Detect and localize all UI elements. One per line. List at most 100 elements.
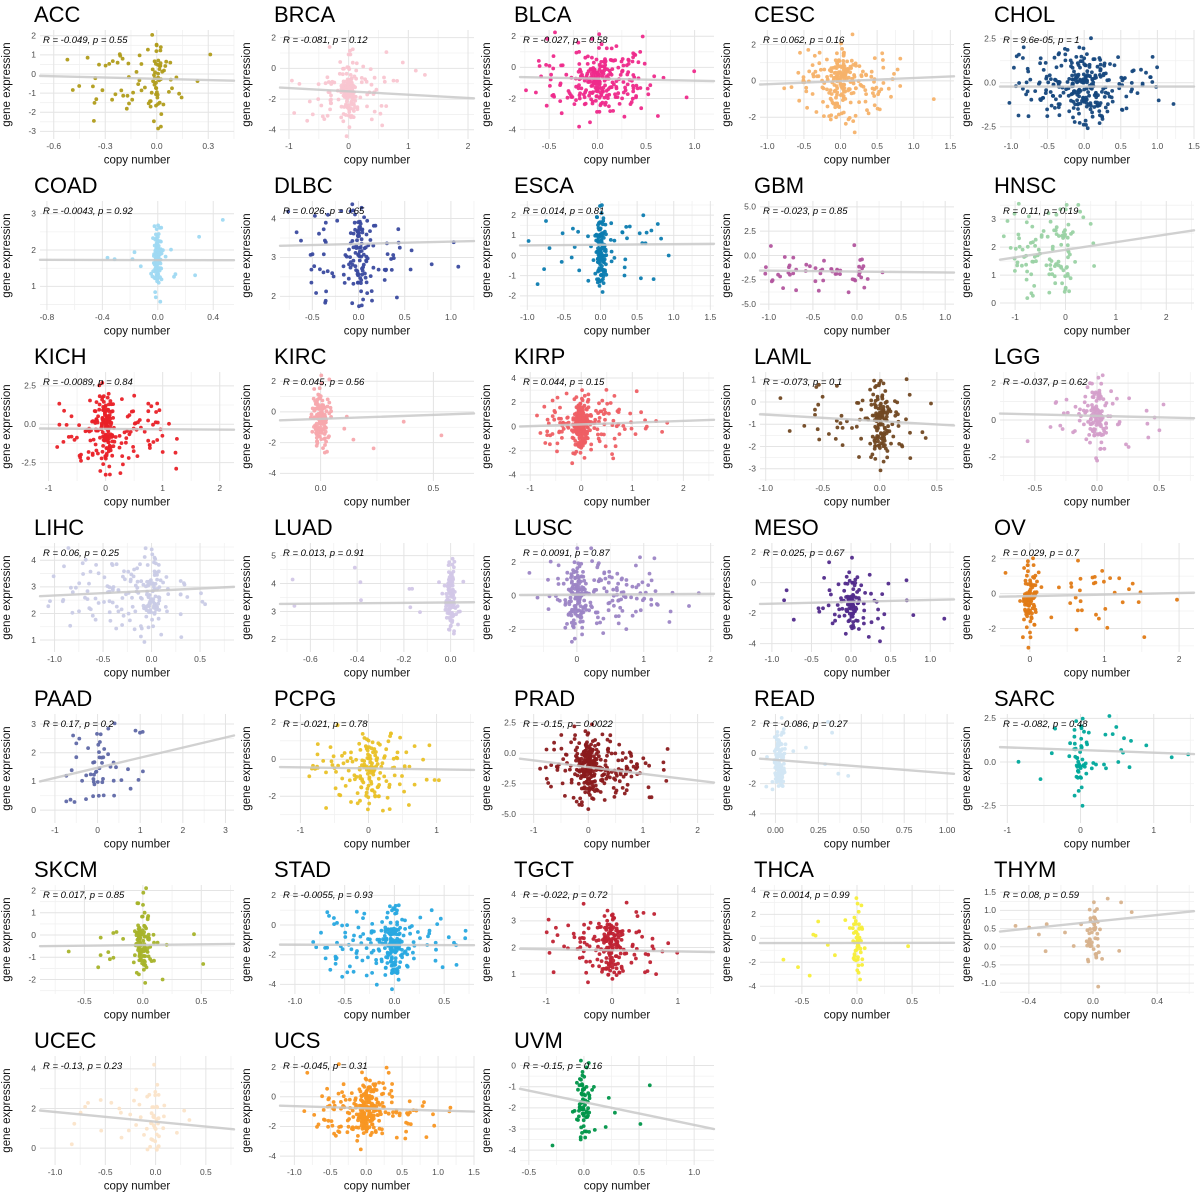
panel-title: HNSC — [994, 173, 1057, 198]
panel-title: STAD — [274, 857, 332, 882]
x-tick-label: 1.00 — [939, 825, 956, 835]
x-axis-label: copy number — [1064, 497, 1131, 509]
correlation-annotation: R = 0.044, p = 0.15 — [523, 377, 605, 388]
y-tick-label: -2.5 — [981, 800, 996, 810]
data-points — [46, 546, 208, 644]
x-tick-label: -1.0 — [758, 483, 773, 493]
y-axis-label: gene expression — [721, 726, 733, 810]
x-tick-label: 0.5 — [195, 996, 207, 1006]
y-axis-label: gene expression — [1, 555, 13, 639]
y-tick-label: 3 — [271, 252, 276, 262]
y-axis-label: gene expression — [721, 42, 733, 126]
y-tick-label: 2.5 — [744, 226, 756, 236]
x-tick-label: 0 — [346, 141, 351, 151]
scatter-plot: R = -0.15, p = 0.16 -0.5 0.0 0.5 1.0 -4 -3 -2 -1… — [481, 1056, 716, 1193]
x-axis-label: copy number — [584, 326, 651, 338]
x-tick-label: 0.5 — [438, 996, 450, 1006]
data-points — [290, 45, 427, 139]
x-tick-label: -1 — [526, 483, 534, 493]
x-axis-label: copy number — [104, 1010, 171, 1022]
x-tick-label: 0.5 — [871, 141, 883, 151]
panel-READ: READ R = -0.086, p = 0.27 0.00 0.25 0.50 0.75… — [720, 684, 960, 855]
y-axis-label: gene expression — [481, 42, 493, 126]
y-tick-label: -2 — [748, 957, 756, 967]
scatter-plot: R = 0.013, p = 0.91 -0.6 -0.4 -0.2 0.0 2 3 4 5 co… — [241, 543, 476, 680]
x-tick-label: -0.5 — [806, 312, 821, 322]
y-tick-label: 2 — [511, 397, 516, 407]
x-tick-label: -0.5 — [98, 1167, 113, 1177]
y-tick-label: 2 — [991, 553, 996, 563]
y-tick-label: 5.0 — [744, 202, 756, 212]
x-tick-label: 1 — [138, 825, 143, 835]
y-axis-label: gene expression — [481, 726, 493, 810]
y-tick-label: 1 — [511, 969, 516, 979]
y-tick-label: 0 — [751, 933, 756, 943]
scatter-plot: R = -0.037, p = 0.62 -0.5 0.0 0.5 -2 0 2 copy n… — [961, 372, 1196, 509]
x-tick-label: 0.25 — [810, 825, 827, 835]
panel-title: LIHC — [34, 515, 85, 540]
y-tick-label: 2 — [31, 748, 36, 758]
scatter-plot: R = 0.08, p = 0.59 -0.4 0.0 0.4 -1.0 -0.5 0.0 0… — [961, 885, 1196, 1022]
panel-title: KICH — [34, 344, 87, 369]
correlation-annotation: R = -0.073, p = 0.1 — [763, 377, 842, 388]
panel-LUAD: LUAD R = 0.013, p = 0.91 -0.6 -0.4 -0.2 0.0 2 3… — [240, 513, 480, 684]
scatter-plot: R = 0.0014, p = 0.99 -0.5 0.0 0.5 -4 -2 0 2 4 cop… — [721, 885, 956, 1022]
x-tick-label: 1 — [1114, 312, 1119, 322]
x-tick-label: 0.5 — [633, 1167, 645, 1177]
panel-title: LUSC — [514, 515, 573, 540]
x-tick-label: 0.0 — [151, 141, 163, 151]
trend-line — [278, 601, 476, 606]
trend-line — [278, 239, 476, 247]
panel-title: ACC — [34, 2, 81, 27]
y-axis-label: gene expression — [481, 555, 493, 639]
x-tick-label: 0.0 — [595, 312, 607, 322]
x-tick-label: 0.0 — [578, 1167, 590, 1177]
y-tick-label: 4 — [271, 578, 276, 588]
y-tick-label: 3 — [31, 209, 36, 219]
scatter-plot: R = -0.021, p = 0.78 -1 0 1 -2 0 2 copy number g… — [241, 714, 476, 851]
y-tick-label: 0.0 — [744, 250, 756, 260]
x-tick-label: -0.5 — [795, 996, 810, 1006]
panel-HNSC: HNSC R = 0.11, p = 0.19 -1 0 1 2 0 1 2 3 copy numb… — [960, 171, 1200, 342]
x-tick-label: 0.3 — [202, 141, 214, 151]
x-tick-label: 0 — [586, 825, 591, 835]
gridlines — [280, 372, 474, 481]
x-tick-label: -1 — [45, 483, 53, 493]
x-tick-label: 0.5 — [885, 654, 897, 664]
y-tick-label: 2 — [511, 31, 516, 41]
x-tick-label: 0.0 — [1091, 483, 1103, 493]
panel-LGG: LGG R = -0.037, p = 0.62 -0.5 0.0 0.5 -2 0 2 cop… — [960, 342, 1200, 513]
panel-title: GBM — [754, 173, 805, 198]
panel-PCPG: PCPG R = -0.021, p = 0.78 -1 0 1 -2 0 2 copy num… — [240, 684, 480, 855]
x-tick-label: 0.0 — [874, 483, 886, 493]
y-axis-label: gene expression — [721, 555, 733, 639]
y-axis-label: gene expression — [241, 897, 253, 981]
panel-title: THYM — [994, 857, 1057, 882]
scatter-plot: R = 0.0091, p = 0.87 0 1 2 -2 0 2 copy number ge… — [481, 543, 716, 680]
x-axis-label: copy number — [584, 1181, 651, 1193]
scatter-plot: R = -0.13, p = 0.23 -1.0 -0.5 0.0 0.5 0 2 4 copy… — [1, 1056, 236, 1193]
x-tick-label: 2 — [695, 825, 700, 835]
panel-THYM: THYM R = 0.08, p = 0.59 -0.4 0.0 0.4 -1.0 -0.5… — [960, 855, 1200, 1026]
x-tick-label: 0 — [1027, 654, 1032, 664]
data-points — [764, 716, 851, 792]
panel-PAAD: PAAD R = 0.17, p = 0.2 -1 0 1 2 3 0 1 2 3 copy numb… — [0, 684, 240, 855]
gridlines — [40, 372, 234, 481]
y-tick-label: -5.0 — [501, 809, 516, 819]
correlation-annotation: R = -0.022, p = 0.72 — [523, 890, 608, 901]
gridlines — [40, 201, 234, 310]
y-tick-label: -4 — [748, 981, 756, 991]
x-axis-label: copy number — [824, 839, 891, 851]
x-axis-label: copy number — [104, 497, 171, 509]
x-tick-label: 0.5 — [194, 654, 206, 664]
scatter-plot: R = 0.06, p = 0.25 -1.0 -0.5 0.0 0.5 1 2 3 4 copy… — [1, 543, 236, 680]
y-tick-label: -2.5 — [741, 275, 756, 285]
y-axis-label: gene expression — [481, 384, 493, 468]
panel-title: UCS — [274, 1028, 321, 1053]
y-tick-label: -2 — [28, 974, 36, 984]
correlation-annotation: R = 0.08, p = 0.59 — [1003, 890, 1080, 901]
x-tick-label: 2 — [217, 483, 222, 493]
y-tick-label: 0 — [511, 1060, 516, 1070]
trend-line — [518, 242, 716, 247]
y-tick-label: 2 — [271, 1062, 276, 1072]
